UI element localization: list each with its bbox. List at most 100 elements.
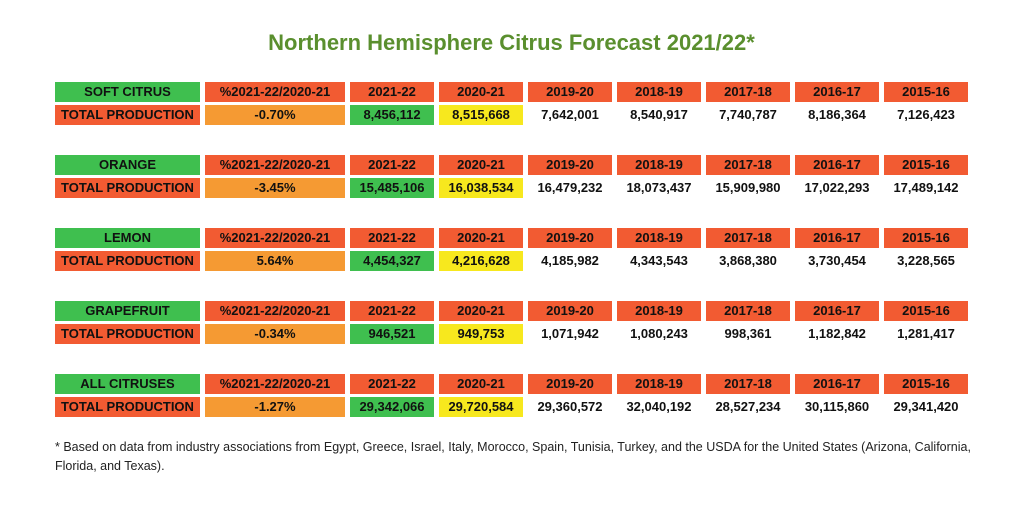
value-cell: 3,868,380 [719,253,777,268]
value-cell: 16,479,232 [537,180,603,195]
year-header: 2015-16 [884,155,968,175]
value-cell: 7,126,423 [897,107,955,122]
value-cell: 15,485,106 [350,178,434,198]
pct-header: %2021-22/2020-21 [205,301,345,321]
pct-header: %2021-22/2020-21 [205,82,345,102]
value-cell: 4,185,982 [541,253,599,268]
table-block-lemon: LEMON %2021-22/2020-21 2021-22 2020-21 2… [55,228,973,274]
value-cell: 946,521 [350,324,434,344]
year-header: 2021-22 [350,82,434,102]
year-header: 2016-17 [795,374,879,394]
year-header: 2018-19 [617,301,701,321]
value-cell: 4,216,628 [439,251,523,271]
value-cell: 4,343,543 [630,253,688,268]
table-block-soft-citrus: SOFT CITRUS %2021-22/2020-21 2021-22 202… [55,82,973,128]
header-row: GRAPEFRUIT %2021-22/2020-21 2021-22 2020… [55,301,973,321]
category-label: ORANGE [55,155,200,175]
year-header: 2020-21 [439,155,523,175]
year-header: 2016-17 [795,155,879,175]
pct-change: -3.45% [205,178,345,198]
production-row: TOTAL PRODUCTION -1.27% 29,342,066 29,72… [55,397,973,417]
year-header: 2020-21 [439,228,523,248]
value-cell: 949,753 [439,324,523,344]
value-cell: 1,182,842 [808,326,866,341]
value-cell: 29,342,066 [350,397,434,417]
category-label: ALL CITRUSES [55,374,200,394]
value-cell: 8,186,364 [808,107,866,122]
year-header: 2020-21 [439,82,523,102]
table-block-all-citruses: ALL CITRUSES %2021-22/2020-21 2021-22 20… [55,374,973,420]
table-block-grapefruit: GRAPEFRUIT %2021-22/2020-21 2021-22 2020… [55,301,973,347]
value-cell: 8,456,112 [350,105,434,125]
row-label: TOTAL PRODUCTION [55,324,200,344]
category-label: LEMON [55,228,200,248]
pct-change: -0.70% [205,105,345,125]
value-cell: 1,281,417 [897,326,955,341]
production-row: TOTAL PRODUCTION -0.34% 946,521 949,753 … [55,324,973,344]
value-cell: 29,341,420 [893,399,959,414]
value-cell: 32,040,192 [626,399,692,414]
row-label: TOTAL PRODUCTION [55,251,200,271]
year-header: 2018-19 [617,374,701,394]
value-cell: 8,540,917 [630,107,688,122]
value-cell: 998,361 [724,326,772,341]
value-cell: 3,730,454 [808,253,866,268]
value-cell: 1,080,243 [630,326,688,341]
year-header: 2021-22 [350,228,434,248]
header-row: LEMON %2021-22/2020-21 2021-22 2020-21 2… [55,228,973,248]
value-cell: 7,740,787 [719,107,777,122]
table-block-orange: ORANGE %2021-22/2020-21 2021-22 2020-21 … [55,155,973,201]
pct-header: %2021-22/2020-21 [205,374,345,394]
value-cell: 1,071,942 [541,326,599,341]
page-title: Northern Hemisphere Citrus Forecast 2021… [268,30,755,55]
value-cell: 28,527,234 [715,399,781,414]
row-label: TOTAL PRODUCTION [55,178,200,198]
row-label: TOTAL PRODUCTION [55,105,200,125]
value-cell: 29,360,572 [537,399,603,414]
pct-header: %2021-22/2020-21 [205,228,345,248]
value-cell: 3,228,565 [897,253,955,268]
value-cell: 17,489,142 [893,180,959,195]
year-header: 2017-18 [706,374,790,394]
year-header: 2015-16 [884,301,968,321]
footnote: * Based on data from industry associatio… [55,440,971,473]
year-header: 2017-18 [706,82,790,102]
value-cell: 18,073,437 [626,180,692,195]
year-header: 2020-21 [439,301,523,321]
year-header: 2016-17 [795,82,879,102]
year-header: 2017-18 [706,155,790,175]
year-header: 2019-20 [528,82,612,102]
pct-change: 5.64% [205,251,345,271]
year-header: 2019-20 [528,374,612,394]
year-header: 2015-16 [884,228,968,248]
year-header: 2015-16 [884,374,968,394]
value-cell: 15,909,980 [715,180,781,195]
year-header: 2021-22 [350,155,434,175]
year-header: 2016-17 [795,228,879,248]
value-cell: 4,454,327 [350,251,434,271]
value-cell: 29,720,584 [439,397,523,417]
year-header: 2015-16 [884,82,968,102]
category-label: GRAPEFRUIT [55,301,200,321]
header-row: ALL CITRUSES %2021-22/2020-21 2021-22 20… [55,374,973,394]
year-header: 2021-22 [350,374,434,394]
production-row: TOTAL PRODUCTION 5.64% 4,454,327 4,216,6… [55,251,973,271]
year-header: 2016-17 [795,301,879,321]
value-cell: 30,115,860 [804,399,870,414]
pct-header: %2021-22/2020-21 [205,155,345,175]
year-header: 2019-20 [528,301,612,321]
value-cell: 17,022,293 [804,180,870,195]
year-header: 2018-19 [617,155,701,175]
category-label: SOFT CITRUS [55,82,200,102]
year-header: 2018-19 [617,228,701,248]
header-row: SOFT CITRUS %2021-22/2020-21 2021-22 202… [55,82,973,102]
row-label: TOTAL PRODUCTION [55,397,200,417]
pct-change: -0.34% [205,324,345,344]
year-header: 2021-22 [350,301,434,321]
value-cell: 7,642,001 [541,107,599,122]
pct-change: -1.27% [205,397,345,417]
year-header: 2019-20 [528,228,612,248]
year-header: 2019-20 [528,155,612,175]
production-row: TOTAL PRODUCTION -3.45% 15,485,106 16,03… [55,178,973,198]
year-header: 2017-18 [706,228,790,248]
